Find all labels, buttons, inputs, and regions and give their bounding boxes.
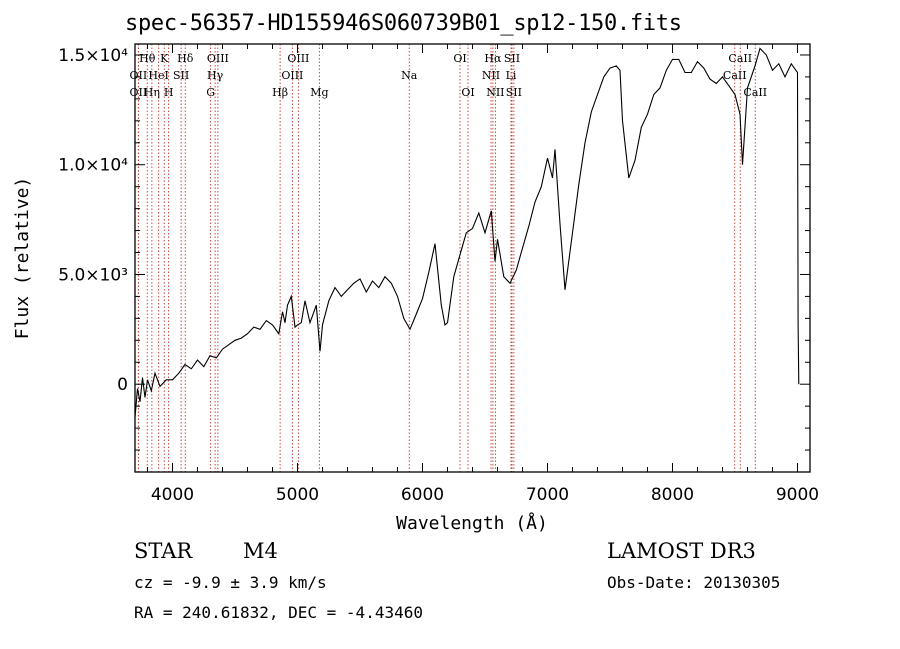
coordinates: RA = 240.61832, DEC = -4.43460 [134,603,423,622]
line-marker-label: OII [130,69,148,82]
line-marker-label: OII [130,86,148,99]
line-marker-label: HeI [148,69,168,82]
line-marker-label: Na [401,69,418,82]
line-markers-group [137,44,756,472]
line-marker-label: OIII [207,52,229,65]
line-marker-label: Hα [484,52,502,65]
line-marker-label: SII [504,52,520,65]
line-marker-label: Hδ [177,52,194,65]
line-marker-label: SII [506,86,522,99]
spectrum-line [134,47,800,418]
x-tick-label: 7000 [526,485,569,505]
x-axis: 4000 5000 6000 7000 8000 9000 [147,44,819,505]
y-tick-label: 1.5×10⁴ [58,46,128,66]
y-tick-label: 5.0×10³ [58,265,128,285]
x-axis-label: Wavelength (Å) [396,512,548,534]
x-tick-label: 6000 [401,485,444,505]
x-tick-label: 5000 [276,485,319,505]
line-marker-label: K [160,52,169,65]
line-marker-label: Hη [144,86,160,99]
line-marker-label: OIII [287,52,309,65]
line-marker-label: NII [482,69,500,82]
y-axis: 0 5.0×10³ 1.0×10⁴ 1.5×10⁴ [58,46,810,451]
y-axis-label: Flux (relative) [12,177,33,340]
chart-title: spec-56357-HD155946S060739B01_sp12-150.f… [125,11,682,36]
x-tick-label: 4000 [151,485,194,505]
line-marker-label: Li [506,69,517,82]
redshift-text: cz = -9.9 ± 3.9 km/s [134,573,327,592]
line-marker-label: Hβ [272,86,288,99]
line-marker-label: H [164,86,174,99]
line-marker-label: CaII [743,86,767,99]
line-marker-label: CaII [723,69,747,82]
obs-date: Obs-Date: 20130305 [607,573,781,592]
y-tick-label: 1.0×10⁴ [58,156,128,176]
line-marker-label: NII [486,86,504,99]
line-marker-label: SII [173,69,189,82]
line-marker-label: G [206,86,215,99]
line-marker-label: Mg [310,86,328,99]
x-tick-label: 8000 [651,485,694,505]
line-marker-label: OI [453,52,466,65]
y-tick-label: 0 [117,375,128,395]
plot-frame [134,43,811,473]
line-marker-label: CaII [728,52,752,65]
subclass: M4 [243,539,278,563]
line-marker-label: OI [461,86,474,99]
line-marker-label: Hθ [139,52,156,65]
survey-name: LAMOST DR3 [607,539,756,563]
x-tick-label: 9000 [776,485,819,505]
object-class: STAR [134,539,193,563]
line-marker-label: OIII [281,69,303,82]
line-marker-label: Hγ [207,69,224,82]
